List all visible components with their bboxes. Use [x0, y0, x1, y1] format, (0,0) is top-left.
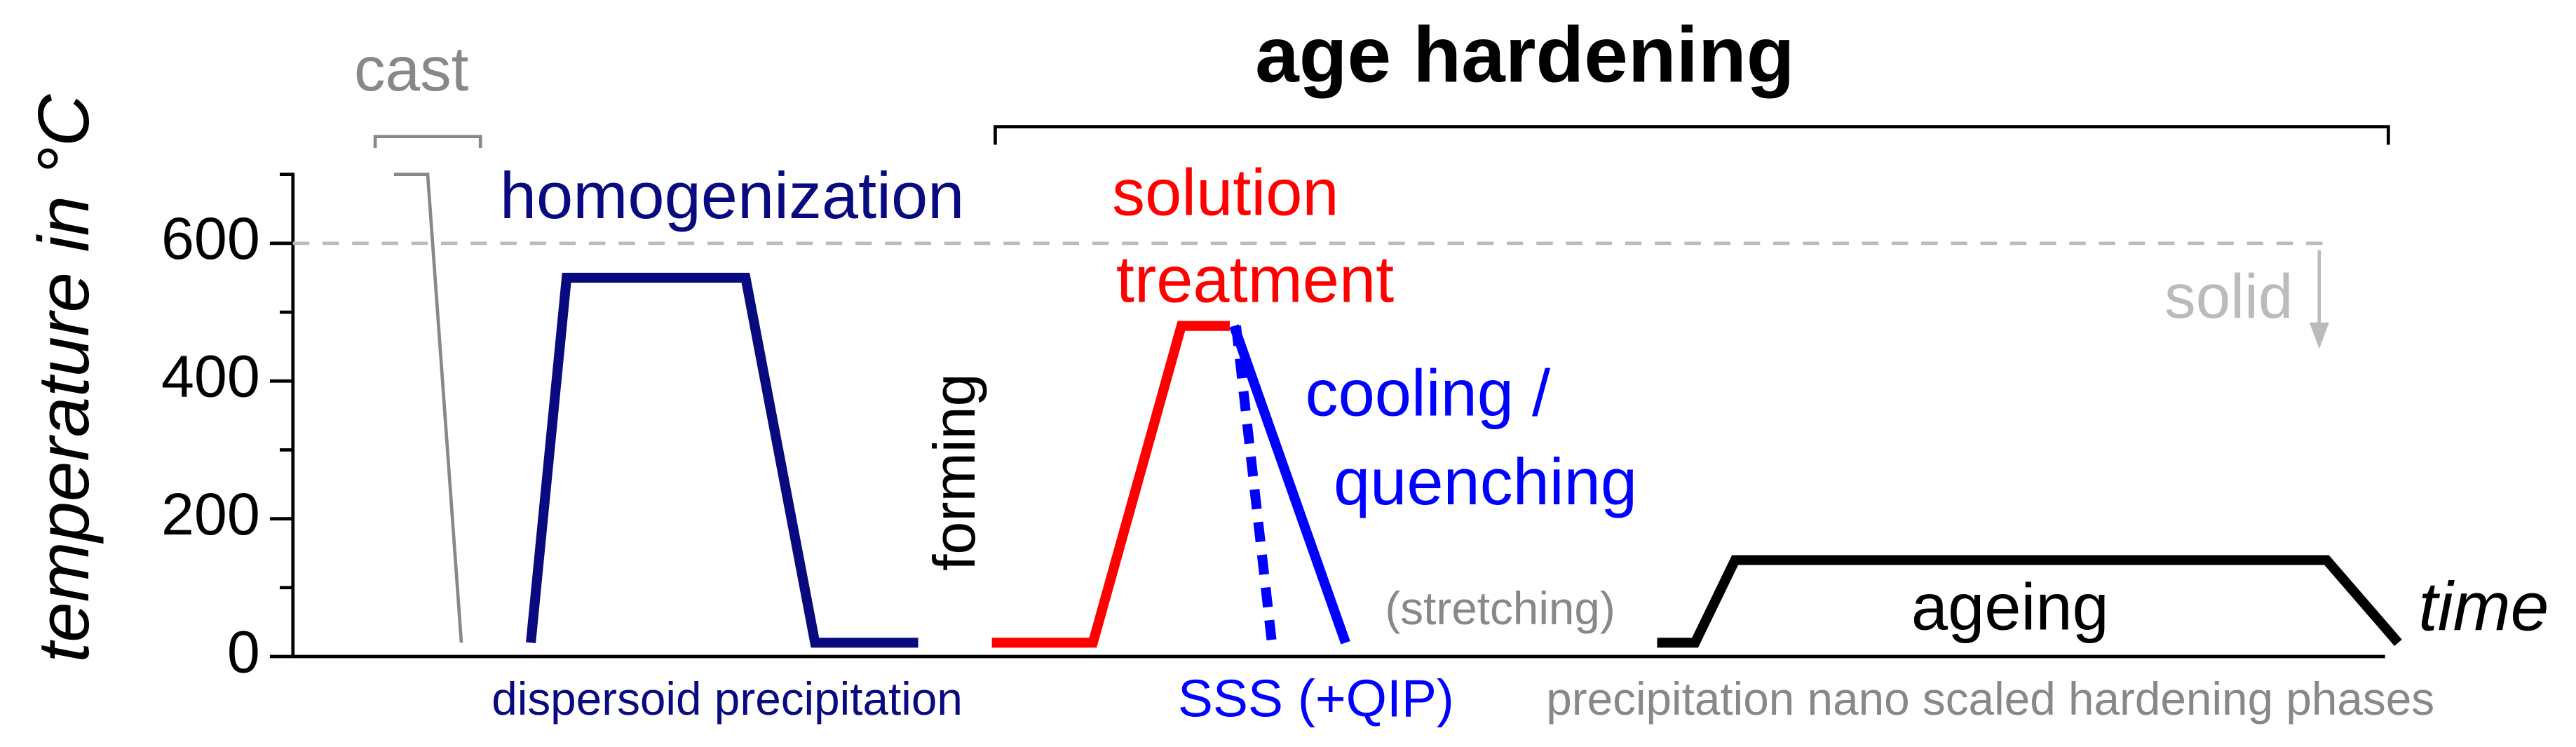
y-axis-label: temperature in °C [23, 93, 104, 662]
y-tick-label: 0 [227, 619, 260, 685]
y-tick-label: 200 [161, 481, 260, 547]
annotation: quenching [1334, 445, 1637, 518]
solidus-arrowhead [2309, 322, 2329, 349]
y-tick-label: 400 [161, 344, 260, 410]
annotation: time [2418, 568, 2549, 645]
y-tick-label: 600 [161, 206, 260, 271]
series-line [1231, 325, 1277, 644]
annotation: cast [354, 34, 469, 104]
annotation: solution [1112, 155, 1338, 229]
reference-label: solid [2164, 261, 2293, 331]
annotation: cooling / [1306, 356, 1551, 429]
annotation: SSS (+QIP) [1178, 668, 1454, 727]
series-line [991, 321, 1230, 648]
annotation: forming [921, 373, 987, 571]
cast-bracket [373, 135, 482, 149]
annotation: age hardening [1255, 11, 1794, 99]
series-line [526, 272, 918, 648]
annotation: (stretching) [1385, 583, 1615, 634]
annotation: homogenization [500, 159, 964, 232]
annotation: precipitation nano scaled hardening phas… [1546, 673, 2434, 725]
age-hardening-bracket [994, 125, 2390, 145]
series-line [393, 173, 463, 643]
annotation: treatment [1116, 243, 1394, 316]
annotation: ageing [1911, 570, 2109, 643]
series-line [1229, 324, 1350, 645]
annotation: dispersoid precipitation [492, 673, 963, 725]
series-line [1657, 555, 2402, 648]
